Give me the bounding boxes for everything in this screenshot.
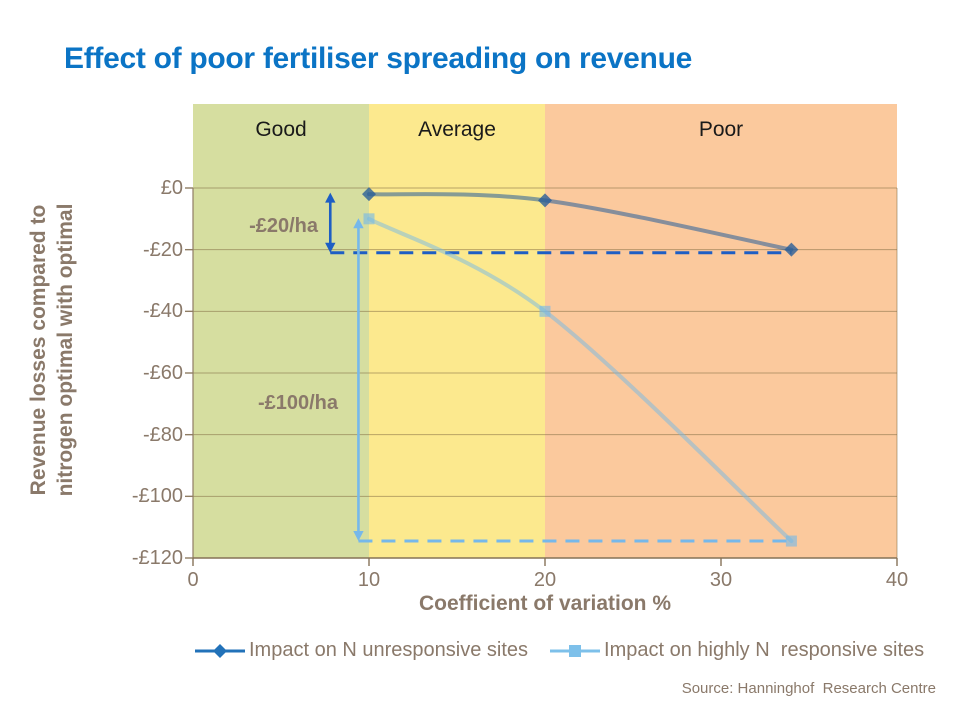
zone-band-poor <box>545 104 897 558</box>
series-line-1 <box>367 216 794 544</box>
series-1-marker-square <box>785 535 797 547</box>
series-0-marker-diamond <box>538 193 552 208</box>
arrow-head-down-dark <box>325 242 336 253</box>
series-1-marker-square <box>539 305 551 317</box>
arrow-head-up-dark <box>325 192 336 203</box>
zone-band-average <box>369 104 545 558</box>
series-0-marker-diamond <box>784 242 799 257</box>
zone-band-good <box>193 104 369 558</box>
arrow-head-up-light <box>353 218 364 229</box>
series-1-marker-square <box>363 213 375 225</box>
arrow-head-down-light <box>353 531 364 542</box>
series-0-marker-diamond <box>362 187 376 202</box>
